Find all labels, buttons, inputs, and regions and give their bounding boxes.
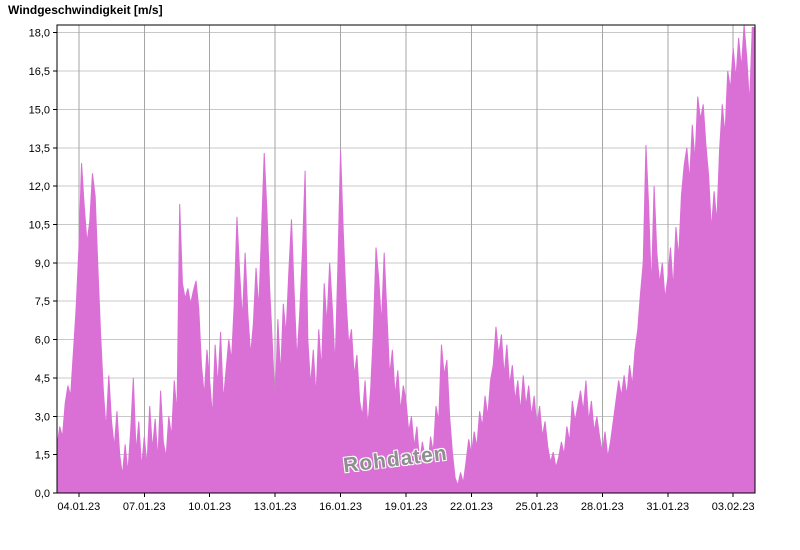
x-tick-label: 04.01.23 <box>57 501 100 513</box>
wind-speed-series <box>56 24 756 494</box>
x-tick-label: 10.01.23 <box>188 501 231 513</box>
y-tick-label: 16,5 <box>29 66 50 78</box>
x-tick-label: 31.01.23 <box>646 501 689 513</box>
y-tick-label: 13,5 <box>29 143 50 155</box>
x-axis-labels: 04.01.23 07.01.23 10.01.23 13.01.23 16.01.23… <box>57 493 755 513</box>
y-tick-label: 18,0 <box>29 28 50 40</box>
y-tick-label: 10,5 <box>29 219 50 231</box>
x-tick-label: 25.01.23 <box>515 501 558 513</box>
x-tick-label: 22.01.23 <box>450 501 493 513</box>
y-tick-label: 6,0 <box>35 335 50 347</box>
y-tick-label: 12,0 <box>29 181 50 193</box>
x-tick-label: 03.02.23 <box>712 501 755 513</box>
y-tick-label: 7,5 <box>35 296 50 308</box>
y-tick-label: 0,0 <box>35 488 50 500</box>
x-tick-label: 13.01.23 <box>254 501 297 513</box>
y-tick-label: 15,0 <box>29 104 50 116</box>
x-tick-label: 19.01.23 <box>385 501 428 513</box>
chart-title: Windgeschwindigkeit [m/s] <box>8 3 163 17</box>
v-gridlines <box>78 25 734 493</box>
y-axis-labels: 0,0 1,5 3,0 4,5 6,0 7,5 9,0 10,5 12,0 13,5 15,0 16,… <box>29 28 57 500</box>
x-tick-label: 07.01.23 <box>123 501 166 513</box>
plot-border <box>56 24 756 494</box>
y-tick-label: 3,0 <box>35 411 50 423</box>
y-tick-label: 9,0 <box>35 258 50 270</box>
y-tick-label: 4,5 <box>35 373 50 385</box>
x-tick-label: 16.01.23 <box>319 501 362 513</box>
x-tick-label: 28.01.23 <box>581 501 624 513</box>
y-tick-label: 1,5 <box>35 450 50 462</box>
